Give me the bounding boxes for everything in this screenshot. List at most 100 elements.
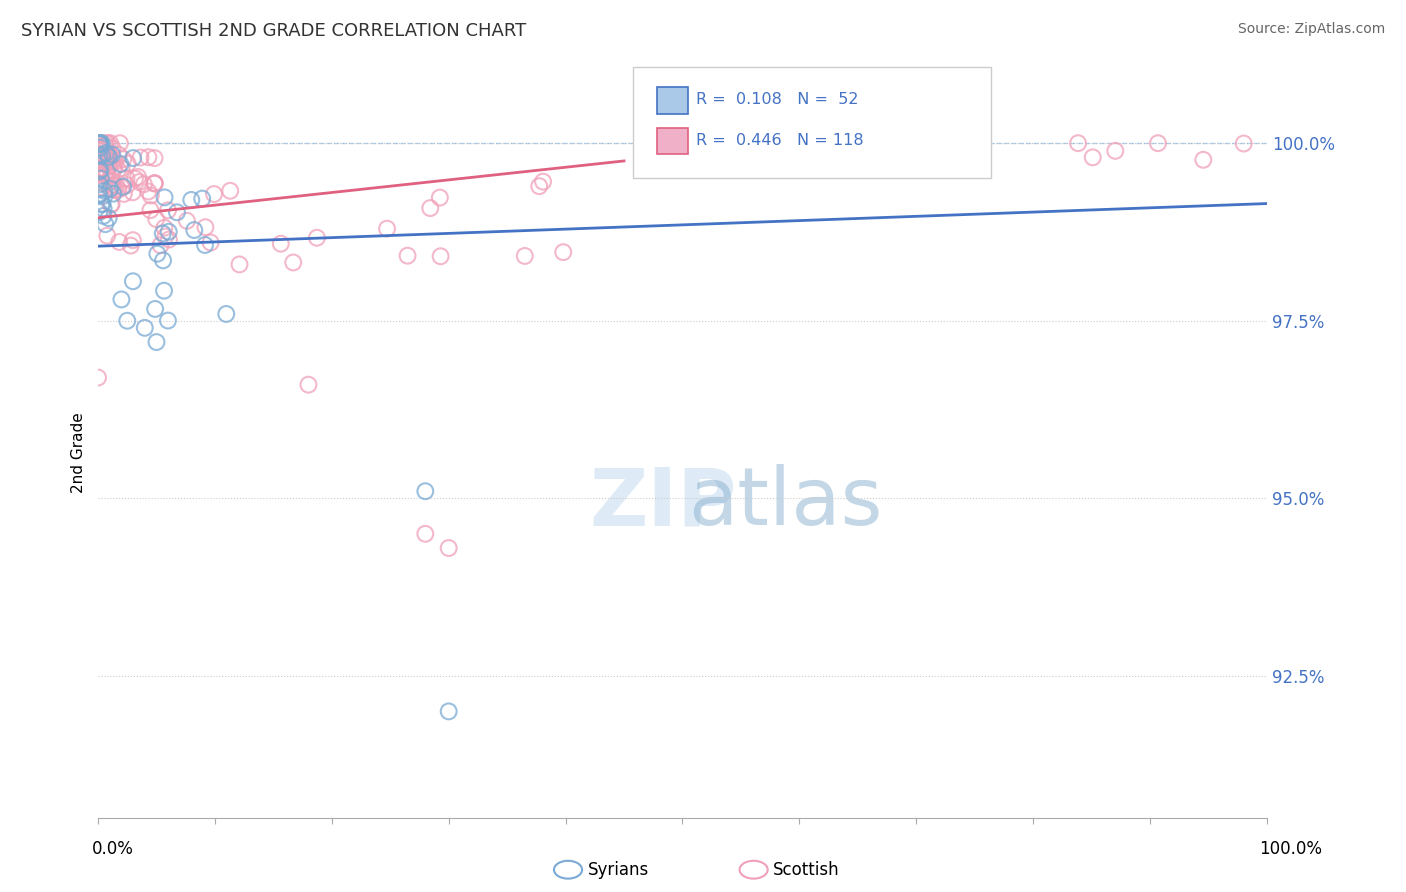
Point — [91, 156, 114, 170]
Point — [101, 141, 124, 155]
Point — [108, 148, 131, 162]
Point — [89, 164, 111, 178]
Point — [513, 249, 536, 263]
Point — [97, 145, 120, 160]
Text: SYRIAN VS SCOTTISH 2ND GRADE CORRELATION CHART: SYRIAN VS SCOTTISH 2ND GRADE CORRELATION… — [21, 22, 526, 40]
Point — [149, 238, 172, 252]
Point — [89, 136, 111, 151]
Point — [1067, 136, 1090, 151]
Point — [100, 168, 122, 182]
Point — [191, 192, 214, 206]
Point — [93, 155, 115, 169]
Point — [228, 257, 250, 271]
Point — [105, 178, 128, 193]
Point — [415, 526, 437, 541]
Point — [97, 147, 120, 161]
Point — [89, 161, 111, 176]
Y-axis label: 2nd Grade: 2nd Grade — [72, 412, 86, 492]
Point — [91, 180, 114, 194]
Point — [122, 274, 145, 288]
Text: 100.0%: 100.0% — [1258, 840, 1322, 858]
Text: R =  0.446   N = 118: R = 0.446 N = 118 — [696, 133, 863, 147]
Point — [90, 148, 112, 162]
Point — [93, 202, 115, 216]
Point — [87, 143, 110, 157]
Point — [1104, 144, 1126, 158]
Point — [121, 233, 143, 247]
Point — [143, 177, 166, 191]
Point — [806, 136, 828, 151]
Point — [93, 184, 115, 198]
Point — [89, 137, 111, 152]
Point — [531, 175, 554, 189]
Point — [270, 236, 292, 251]
Point — [219, 184, 242, 198]
Point — [90, 143, 112, 157]
Point — [138, 150, 160, 164]
Point — [89, 140, 111, 154]
Point — [143, 151, 166, 165]
Point — [89, 187, 111, 202]
Point — [283, 255, 305, 269]
Point — [90, 147, 112, 161]
Point — [110, 293, 132, 307]
Point — [97, 160, 120, 174]
Point — [134, 321, 156, 335]
Point — [98, 182, 121, 196]
Point — [773, 151, 796, 165]
Point — [110, 157, 132, 171]
Point — [87, 163, 110, 178]
Point — [194, 238, 217, 252]
Point — [89, 178, 111, 192]
Point — [87, 161, 110, 176]
Point — [98, 150, 121, 164]
Point — [112, 152, 135, 166]
Point — [157, 233, 180, 247]
Point — [91, 161, 114, 175]
Point — [1192, 153, 1215, 167]
Point — [124, 171, 146, 186]
Point — [89, 149, 111, 163]
Point — [121, 186, 143, 200]
Point — [96, 169, 118, 183]
Point — [153, 190, 176, 204]
Text: Syrians: Syrians — [588, 861, 650, 879]
Point — [90, 161, 112, 176]
Text: Scottish: Scottish — [773, 861, 839, 879]
Point — [305, 231, 328, 245]
Point — [152, 253, 174, 268]
Point — [87, 370, 110, 384]
Point — [97, 150, 120, 164]
Point — [96, 228, 118, 243]
Point — [97, 211, 120, 225]
Point — [437, 705, 460, 719]
Point — [375, 221, 398, 235]
Point — [115, 178, 138, 193]
Point — [157, 225, 180, 239]
Point — [194, 220, 217, 235]
Point — [89, 163, 111, 178]
Point — [202, 187, 225, 202]
Point — [90, 171, 112, 186]
Point — [104, 154, 127, 169]
Point — [152, 227, 174, 241]
Point — [89, 205, 111, 219]
Point — [136, 185, 159, 199]
Point — [107, 162, 129, 177]
Point — [89, 136, 111, 151]
Point — [155, 229, 177, 244]
Point — [101, 153, 124, 168]
Point — [122, 151, 145, 165]
Point — [529, 179, 551, 194]
Point — [396, 249, 419, 263]
Point — [415, 484, 437, 499]
Point — [297, 377, 319, 392]
Point — [87, 167, 110, 181]
Text: R =  0.108   N =  52: R = 0.108 N = 52 — [696, 93, 859, 107]
Point — [176, 214, 198, 228]
Point — [120, 238, 142, 252]
Point — [845, 140, 868, 154]
Point — [90, 197, 112, 211]
Point — [139, 203, 162, 218]
Point — [108, 136, 131, 151]
